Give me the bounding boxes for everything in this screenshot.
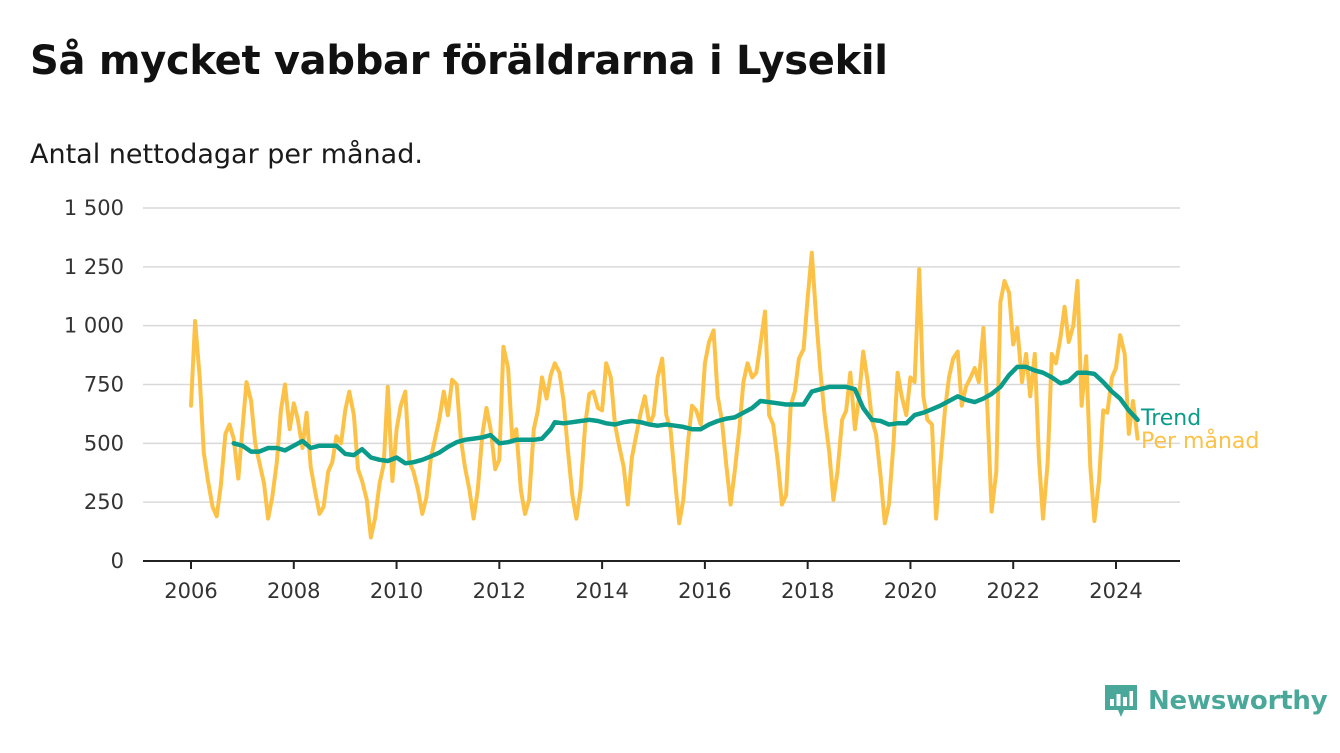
newsworthy-logo: Newsworthy: [1102, 682, 1328, 720]
x-tick-label: 2022: [986, 579, 1039, 603]
y-tick-label: 0: [111, 549, 124, 573]
x-tick-label: 2020: [884, 579, 937, 603]
y-tick-label: 1 000: [64, 314, 124, 338]
x-tick-label: 2016: [678, 579, 731, 603]
brand-name: Newsworthy: [1148, 686, 1328, 716]
trend-series-line: [231, 364, 1140, 466]
y-tick-label: 1 500: [64, 196, 124, 220]
x-tick-label: 2024: [1089, 579, 1142, 603]
monthly-series-line: [189, 250, 1140, 540]
series-lines: [189, 250, 1140, 540]
x-tick-label: 2010: [370, 579, 423, 603]
y-tick-label: 250: [84, 490, 124, 514]
x-tick-label: 2014: [575, 579, 628, 603]
x-tick-label: 2018: [781, 579, 834, 603]
chart-subtitle: Antal nettodagar per månad.: [30, 139, 423, 170]
x-axis-tick-labels: 2006 2008 2010 2012 2014 2016 2018 2020 2022 2024: [164, 561, 1143, 603]
newsworthy-chart-icon: [1105, 685, 1137, 717]
trend-series-label: Trend: [1140, 406, 1201, 431]
y-tick-label: 750: [84, 373, 124, 397]
monthly-series-label: Per månad: [1141, 428, 1259, 454]
chart-title: Så mycket vabbar föräldrarna i Lysekil: [30, 38, 888, 84]
x-tick-label: 2008: [267, 579, 320, 603]
y-axis-tick-labels: 0 250 500 750 1 000 1 250 1 500: [64, 196, 124, 573]
x-tick-label: 2012: [473, 579, 526, 603]
y-tick-label: 1 250: [64, 255, 124, 279]
x-tick-label: 2006: [164, 579, 217, 603]
y-tick-label: 500: [84, 431, 124, 455]
